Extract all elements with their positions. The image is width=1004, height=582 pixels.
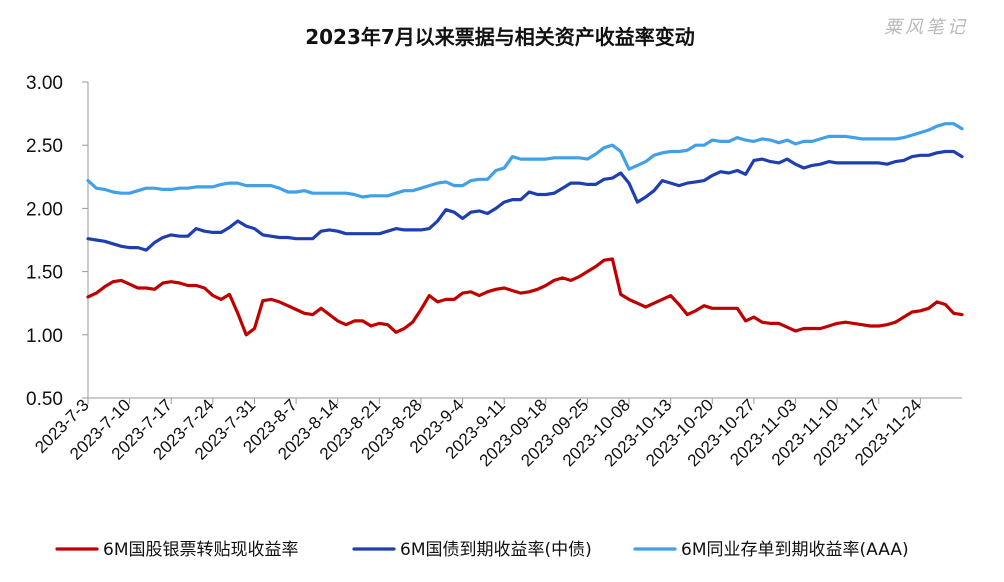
- chart-title: 2023年7月以来票据与相关资产收益率变动: [305, 25, 695, 49]
- y-tick-label: 3.00: [26, 73, 63, 94]
- legend-label-2: 6M国债到期收益率(中债): [400, 540, 592, 560]
- y-tick-label: 2.00: [26, 199, 63, 220]
- legend-label-1: 6M国股银票转贴现收益率: [103, 540, 298, 560]
- series-line-3: [86, 122, 964, 199]
- series-line-2: [86, 149, 964, 252]
- legend-label-3: 6M同业存单到期收益率(AAA): [681, 540, 909, 560]
- y-tick-label: 0.50: [26, 389, 63, 410]
- watermark-logo: 粟风笔记: [884, 17, 968, 38]
- series-line-1: [86, 257, 964, 337]
- legend: 6M国股银票转贴现收益率 6M国债到期收益率(中债) 6M同业存单到期收益率(AAA…: [55, 540, 909, 560]
- y-tick-label: 1.00: [26, 326, 63, 347]
- y-tick-label: 2.50: [26, 136, 63, 157]
- plot-area: 0.501.001.502.002.503.002023-7-32023-7-1…: [26, 73, 964, 470]
- y-tick-label: 1.50: [26, 263, 63, 284]
